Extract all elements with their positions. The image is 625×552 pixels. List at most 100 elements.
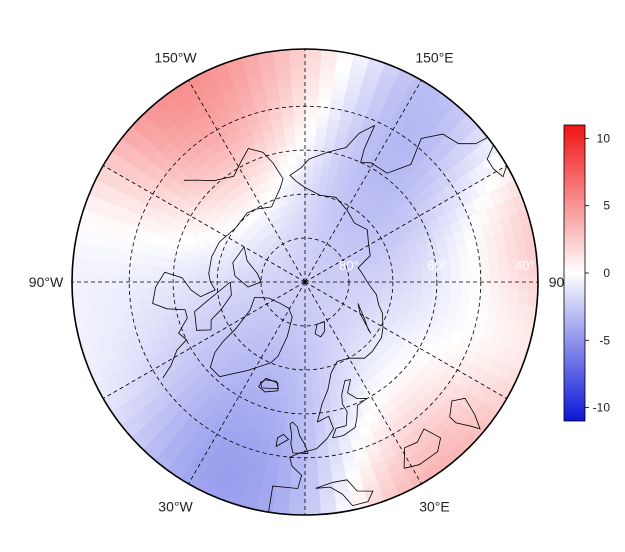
anomaly-cell <box>318 474 334 486</box>
anomaly-cell <box>467 251 480 266</box>
anomaly-cell <box>91 288 103 305</box>
anomaly-cell <box>507 288 519 305</box>
anomaly-cell <box>314 126 328 138</box>
anomaly-cell <box>304 222 310 234</box>
anomaly-cell <box>310 184 319 196</box>
meridian-line <box>304 281 425 488</box>
anomaly-cell <box>81 258 93 275</box>
coastline <box>258 377 279 393</box>
anomaly-cell <box>158 286 170 298</box>
anomaly-cell <box>411 269 423 279</box>
anomaly-cell <box>420 285 432 296</box>
anomaly-cell <box>304 369 313 380</box>
anomaly-cell <box>467 298 480 313</box>
anomaly-cell <box>289 58 306 70</box>
meridian-line <box>99 162 306 283</box>
anomaly-cell <box>290 475 306 487</box>
anomaly-cell <box>459 264 471 277</box>
anomaly-cell <box>295 407 306 419</box>
anomaly-cell <box>459 287 471 300</box>
coastline <box>357 303 372 334</box>
anomaly-cell <box>440 286 452 298</box>
coastline <box>289 125 375 188</box>
anomaly-cell <box>317 87 333 100</box>
coastline <box>315 479 374 507</box>
anomaly-cell <box>304 106 318 118</box>
anomaly-cell <box>304 126 317 137</box>
anomaly-cell <box>110 288 122 303</box>
anomaly-cell <box>320 156 332 168</box>
anomaly-cell <box>469 263 481 277</box>
anomaly-cell <box>448 296 461 310</box>
anomaly-cell <box>488 261 500 276</box>
anomaly-cell <box>318 68 336 81</box>
anomaly-cell <box>282 126 296 138</box>
anomaly-cell <box>274 483 292 496</box>
coastline <box>232 246 262 288</box>
anomaly-cell <box>392 284 403 293</box>
anomaly-cell <box>448 254 461 268</box>
anomaly-cell <box>216 272 228 280</box>
anomaly-cell <box>287 397 298 409</box>
anomaly-cell <box>430 286 442 297</box>
coastline <box>289 421 309 454</box>
anomaly-cell <box>304 232 309 243</box>
anomaly-cell <box>401 285 413 294</box>
longitude-label: 30°W <box>158 498 193 514</box>
anomaly-cell <box>245 275 257 281</box>
coastline <box>449 397 481 430</box>
anomaly-cell <box>304 436 317 448</box>
anomaly-cell <box>129 263 141 277</box>
anomaly-cell <box>289 494 306 506</box>
anomaly-cell <box>319 493 337 506</box>
anomaly-cell <box>295 155 306 166</box>
colorbar-tick-label: 5 <box>603 199 610 213</box>
anomaly-cell <box>294 135 306 147</box>
anomaly-cell <box>197 263 210 273</box>
anomaly-cell <box>497 260 510 276</box>
meridian-line <box>185 76 306 283</box>
anomaly-cell <box>391 290 403 300</box>
anomaly-cell <box>289 378 299 390</box>
graticule <box>72 49 538 515</box>
anomaly-cell <box>197 285 209 294</box>
anomaly-cell <box>410 292 422 303</box>
anomaly-cell <box>318 483 336 496</box>
coastline <box>275 433 290 447</box>
anomaly-cell <box>158 266 170 278</box>
anomaly-cell <box>497 288 510 304</box>
anomaly-cell <box>273 58 291 71</box>
anomaly-cell <box>300 330 306 342</box>
longitude-label: 90°W <box>29 274 64 290</box>
anomaly-cell <box>488 288 500 303</box>
anomaly-cell <box>517 289 529 306</box>
anomaly-cell <box>299 350 306 361</box>
anomaly-cell <box>293 126 306 137</box>
anomaly-cell <box>287 155 298 167</box>
anomaly-cell <box>289 67 306 79</box>
anomaly-cell <box>304 49 322 60</box>
anomaly-cell <box>401 270 413 279</box>
anomaly-cell <box>315 435 329 448</box>
anomaly-cell <box>288 49 306 60</box>
anomaly-cell <box>304 155 315 166</box>
anomaly-cell <box>149 254 162 268</box>
anomaly-cell <box>309 203 317 215</box>
anomaly-cell <box>149 265 161 278</box>
anomaly-cell <box>296 388 306 400</box>
coastline <box>183 148 284 182</box>
coastline <box>332 379 369 439</box>
coastline <box>314 320 326 338</box>
anomaly-cell <box>304 388 314 400</box>
anomaly-cell <box>291 87 306 99</box>
anomaly-cell <box>91 259 103 276</box>
anomaly-cell <box>314 426 328 438</box>
anomaly-cell <box>438 295 451 308</box>
longitude-label: 150°W <box>154 50 197 66</box>
anomaly-cell <box>288 387 298 400</box>
coastlines <box>152 125 530 513</box>
anomaly-cell <box>322 146 334 159</box>
anomaly-cell <box>236 274 247 281</box>
longitude-label: 30°E <box>419 498 450 514</box>
anomaly-cell <box>304 164 314 176</box>
